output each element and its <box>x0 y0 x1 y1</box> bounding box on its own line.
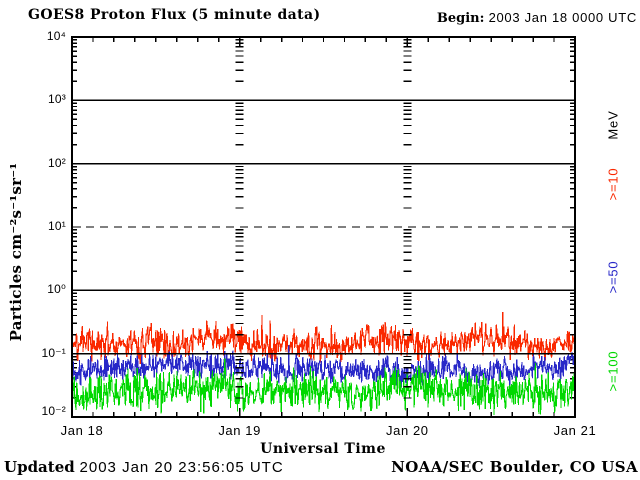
legend-entry-50mev: >=50 <box>605 260 621 294</box>
x-tick-label-jan-19: Jan 19 <box>218 423 261 438</box>
legend-units-mev: MeV <box>605 110 621 140</box>
y-tick-label-10e0: 10⁰ <box>47 282 66 297</box>
legend-entry-100mev: >=100 <box>605 350 621 392</box>
begin-timestamp: Begin: 2003 Jan 18 0000 UTC <box>437 10 637 26</box>
y-tick-label-10e1: 10¹ <box>48 219 66 233</box>
x-axis-title: Universal Time <box>260 441 386 457</box>
flux-series-50 <box>71 344 576 388</box>
x-tick-label-jan-18: Jan 18 <box>60 423 104 438</box>
begin-label: Begin: <box>436 11 485 26</box>
x-tick-label-jan-20: Jan 20 <box>386 423 429 438</box>
chart-title: GOES8 Proton Flux (5 minute data) <box>28 7 321 23</box>
flux-series-100 <box>71 358 576 415</box>
x-tick-label-jan-21: Jan 21 <box>553 423 597 438</box>
flux-series-10 <box>71 311 576 365</box>
credit-noaa-sec: NOAA/SEC Boulder, CO USA <box>391 458 638 476</box>
y-axis-title: Particles cm⁻²s⁻¹sr⁻¹ <box>7 162 25 342</box>
updated-value: 2003 Jan 20 23:56:05 UTC <box>79 459 284 476</box>
updated-timestamp: Updated 2003 Jan 20 23:56:05 UTC <box>4 458 284 476</box>
y-tick-label-10e-1: 10⁻¹ <box>41 345 66 360</box>
y-tick-label-10e2: 10² <box>48 155 66 170</box>
plot-border <box>71 36 576 418</box>
begin-value: 2003 Jan 18 0000 UTC <box>488 10 637 25</box>
y-tick-label-10e3: 10³ <box>48 92 66 107</box>
updated-label: Updated <box>4 458 75 476</box>
y-tick-label-10e4: 10⁴ <box>46 29 66 43</box>
legend-entry-10mev: >=10 <box>605 167 621 201</box>
y-tick-label-10e-2: 10⁻² <box>41 404 66 418</box>
